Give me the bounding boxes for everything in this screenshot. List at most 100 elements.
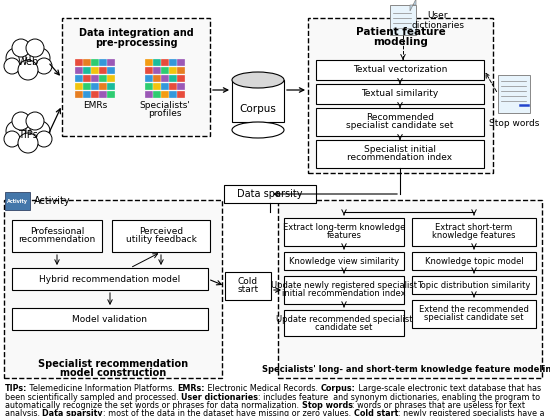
Bar [107, 91, 114, 98]
Circle shape [30, 121, 50, 141]
Text: Extend the recommended: Extend the recommended [419, 305, 529, 314]
Bar [75, 82, 82, 90]
Circle shape [14, 48, 42, 76]
Bar [161, 82, 168, 90]
Text: Cold: Cold [238, 277, 258, 287]
Bar [412, 218, 536, 246]
Text: TIPs: TIPs [18, 130, 38, 140]
Bar [284, 218, 404, 246]
Text: Specialists' long- and short-term knowledge feature modeling: Specialists' long- and short-term knowle… [262, 366, 550, 374]
Text: Large-scale electronic text database that has: Large-scale electronic text database tha… [356, 384, 541, 393]
Text: Knowledge view similarity: Knowledge view similarity [289, 257, 399, 265]
FancyBboxPatch shape [498, 75, 530, 113]
Bar [153, 74, 161, 82]
Circle shape [36, 131, 52, 147]
Bar [5, 192, 30, 210]
Text: Perceived: Perceived [139, 228, 183, 237]
Text: dictionaries: dictionaries [411, 20, 465, 30]
Text: Web: Web [18, 57, 38, 67]
Bar [12, 220, 102, 252]
Circle shape [4, 58, 20, 74]
Bar [308, 18, 493, 173]
Bar [284, 310, 404, 336]
Bar [284, 276, 404, 304]
Bar [316, 108, 484, 136]
Text: pre-processing: pre-processing [95, 38, 177, 48]
Bar [107, 74, 114, 82]
Bar [107, 82, 114, 90]
Bar [91, 82, 98, 90]
Bar [112, 220, 210, 252]
Circle shape [6, 121, 26, 141]
Text: Professional: Professional [30, 228, 84, 237]
Text: Specialist recommendation: Specialist recommendation [38, 359, 188, 369]
Bar [75, 67, 82, 74]
Circle shape [26, 112, 44, 130]
Bar [99, 67, 107, 74]
Text: initial recommendation index: initial recommendation index [282, 290, 406, 299]
Text: features: features [327, 231, 361, 240]
Text: utility feedback: utility feedback [125, 235, 196, 245]
Bar [4, 200, 222, 378]
Text: User: User [428, 10, 448, 20]
Bar [177, 82, 184, 90]
Text: : includes feature  and synonym dictionaries, enabling the program to: : includes feature and synonym dictionar… [258, 393, 540, 401]
Bar [161, 91, 168, 98]
Bar [412, 300, 536, 328]
Bar [83, 67, 91, 74]
Text: Activity: Activity [34, 196, 70, 206]
Text: knowledge features: knowledge features [432, 231, 516, 240]
Circle shape [12, 39, 30, 57]
Bar [316, 140, 484, 168]
FancyBboxPatch shape [390, 5, 416, 35]
Text: Patient feature: Patient feature [356, 27, 446, 37]
Text: Update recommended specialist: Update recommended specialist [276, 314, 412, 324]
Text: : newly registered specialists have a: : newly registered specialists have a [398, 409, 544, 416]
Bar [145, 59, 152, 66]
Bar [91, 91, 98, 98]
Ellipse shape [232, 72, 284, 88]
Text: start: start [238, 285, 258, 295]
Text: recommendation index: recommendation index [348, 154, 453, 163]
Text: : most of the data in the dataset have missing or zero values.: : most of the data in the dataset have m… [103, 409, 354, 416]
Text: model construction: model construction [60, 368, 166, 378]
Bar [284, 252, 404, 270]
Bar [225, 272, 271, 300]
Text: Telemedicine Information Platforms.: Telemedicine Information Platforms. [28, 384, 178, 393]
Text: Data integration and: Data integration and [79, 28, 194, 38]
Text: TIPs:: TIPs: [5, 384, 28, 393]
Text: recommendation: recommendation [18, 235, 96, 245]
Text: candidate set: candidate set [315, 322, 373, 332]
Bar [153, 91, 161, 98]
Bar [169, 74, 177, 82]
Text: EMRs:: EMRs: [178, 384, 205, 393]
Bar [75, 91, 82, 98]
Polygon shape [410, 0, 416, 11]
Bar [316, 60, 484, 80]
Bar [83, 59, 91, 66]
Bar [75, 74, 82, 82]
Bar [412, 276, 536, 294]
Bar [99, 74, 107, 82]
Bar [161, 74, 168, 82]
Bar [99, 82, 107, 90]
Circle shape [18, 133, 38, 153]
Text: Cold start: Cold start [354, 409, 398, 416]
Bar [153, 82, 161, 90]
Text: Specialists': Specialists' [140, 102, 190, 111]
Bar [177, 91, 184, 98]
Text: Electronic Medical Records.: Electronic Medical Records. [205, 384, 321, 393]
Text: Textual similarity: Textual similarity [361, 89, 439, 99]
Bar [75, 59, 82, 66]
Text: been scientifically sampled and processed.: been scientifically sampled and processe… [5, 393, 182, 401]
Bar [278, 200, 542, 378]
Bar [145, 67, 152, 74]
Bar [177, 74, 184, 82]
Text: : words or phrases that are useless for text: : words or phrases that are useless for … [353, 401, 525, 410]
Text: Hybrid recommendation model: Hybrid recommendation model [40, 275, 180, 283]
Circle shape [36, 58, 52, 74]
Text: Data sparsity: Data sparsity [42, 409, 103, 416]
Circle shape [18, 60, 38, 80]
Text: modeling: modeling [373, 37, 428, 47]
Circle shape [6, 48, 26, 68]
